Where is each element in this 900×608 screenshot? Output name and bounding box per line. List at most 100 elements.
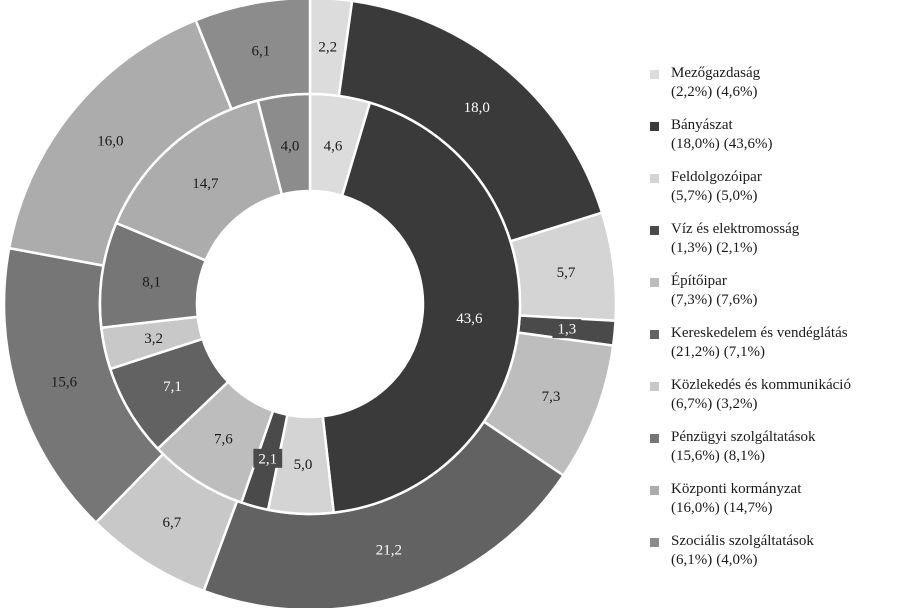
label-box: [313, 37, 343, 57]
legend-percentages: (21,2%) (7,1%): [671, 343, 900, 362]
legend-inner-percent: (5,0%): [716, 188, 758, 204]
legend-item: Kereskedelem és vendéglátás (21,2%) (7,1%): [650, 324, 900, 376]
legend: Mezőgazdaság (2,2%) (4,6%) Bányászat (18,0%)…: [650, 64, 900, 584]
label-box: [552, 319, 582, 339]
label-box: [158, 376, 187, 396]
legend-label: Kereskedelem és vendéglátás: [671, 325, 848, 341]
label-box: [45, 372, 83, 392]
legend-inner-percent: (8,1%): [723, 448, 765, 464]
outer-label-2: 18,0: [458, 97, 496, 117]
legend-item: Mezőgazdaság (2,2%) (4,6%): [650, 64, 900, 116]
label-text: 16,0: [97, 134, 123, 150]
legend-inner-percent: (2,1%): [716, 240, 758, 256]
legend-percentages: (7,3%) (7,6%): [671, 291, 900, 310]
legend-percentages: (2,2%) (4,6%): [671, 83, 900, 102]
legend-swatch: [650, 122, 659, 131]
donut-chart: 2,2 18,0 5,7 1,3 7,3 21,2 6,7 15,6 16,0 6,1 4,6 43,…: [2, 0, 618, 608]
outer-label-9: 16,0: [92, 131, 129, 151]
outer-label-10: 6,1: [246, 41, 276, 61]
legend-outer-percent: (7,3%): [671, 292, 713, 308]
label-box: [318, 136, 348, 156]
label-text: 18,0: [464, 100, 490, 116]
label-box: [451, 308, 488, 328]
legend-inner-percent: (4,0%): [716, 552, 758, 568]
outer-label-6: 21,2: [370, 540, 408, 560]
outer-label-7: 6,7: [157, 512, 187, 532]
legend-item: Feldolgozóipar (5,7%) (5,0%): [650, 168, 900, 220]
label-text: 8,1: [142, 274, 161, 290]
inner-label-3: 5,0: [288, 454, 318, 474]
label-text: 15,6: [51, 375, 78, 391]
label-text: 2,2: [318, 40, 337, 56]
inner-label-5: 7,6: [209, 429, 238, 449]
legend-label: Közlekedés és kommunikáció: [671, 377, 851, 393]
legend-item: Szociális szolgáltatások (6,1%) (4,0%): [650, 532, 900, 584]
legend-swatch: [650, 278, 659, 287]
legend-outer-percent: (21,2%): [671, 344, 720, 360]
label-box: [137, 271, 166, 291]
legend-swatch: [650, 382, 659, 391]
label-text: 7,6: [214, 432, 233, 448]
legend-swatch: [650, 330, 659, 339]
outer-label-5: 7,3: [536, 386, 566, 406]
label-text: 6,7: [163, 515, 182, 531]
legend-inner-percent: (43,6%): [723, 136, 773, 152]
label-box: [370, 540, 408, 560]
label-box: [92, 131, 129, 151]
label-text: 21,2: [376, 543, 402, 559]
label-text: 1,3: [557, 322, 576, 338]
legend-label: Feldolgozóipar: [671, 169, 762, 185]
inner-label-4: 2,1: [253, 448, 283, 468]
outer-label-8: 15,6: [45, 372, 83, 392]
legend-swatch: [650, 174, 659, 183]
legend-outer-percent: (15,6%): [671, 448, 720, 464]
legend-outer-percent: (2,2%): [671, 84, 713, 100]
legend-item: Pénzügyi szolgáltatások (15,6%) (8,1%): [650, 428, 900, 480]
legend-swatch: [650, 486, 659, 495]
inner-label-6: 7,1: [158, 376, 187, 396]
legend-outer-percent: (1,3%): [671, 240, 713, 256]
legend-item: Közlekedés és kommunikáció (6,7%) (3,2%): [650, 376, 900, 428]
label-text: 4,0: [281, 138, 300, 154]
legend-swatch: [650, 434, 659, 443]
label-text: 6,1: [252, 44, 271, 60]
label-box: [209, 429, 238, 449]
label-text: 7,3: [542, 389, 561, 405]
outer-label-4: 1,3: [552, 319, 582, 339]
label-box: [253, 448, 283, 468]
outer-ring: [2, 0, 618, 608]
inner-label-9: 14,7: [187, 173, 224, 193]
legend-swatch: [650, 538, 659, 547]
label-text: 5,0: [294, 457, 313, 473]
label-box: [275, 135, 305, 155]
label-text: 4,6: [324, 139, 343, 155]
legend-label: Szociális szolgáltatások: [671, 533, 814, 549]
legend-outer-percent: (5,7%): [671, 188, 713, 204]
label-text: 5,7: [557, 265, 576, 281]
legend-outer-percent: (6,7%): [671, 396, 713, 412]
legend-item: Víz és elektromosság (1,3%) (2,1%): [650, 220, 900, 272]
legend-label: Építőipar: [671, 273, 727, 289]
legend-item: Központi kormányzat (16,0%) (14,7%): [650, 480, 900, 532]
legend-label: Pénzügyi szolgáltatások: [671, 429, 816, 445]
legend-label: Víz és elektromosság: [671, 221, 800, 237]
inner-label-7: 3,2: [139, 328, 169, 348]
legend-percentages: (18,0%) (43,6%): [671, 135, 900, 154]
legend-inner-percent: (14,7%): [723, 500, 773, 516]
legend-item: Építőipar (7,3%) (7,6%): [650, 272, 900, 324]
label-text: 14,7: [192, 176, 219, 192]
inner-slice-2: [321, 101, 522, 515]
legend-outer-percent: (16,0%): [671, 500, 720, 516]
label-text: 7,1: [163, 379, 182, 395]
label-box: [187, 173, 224, 193]
center-hole: [198, 192, 422, 416]
legend-inner-percent: (7,6%): [716, 292, 758, 308]
legend-percentages: (5,7%) (5,0%): [671, 187, 900, 206]
legend-swatch: [650, 226, 659, 235]
label-box: [458, 97, 496, 117]
legend-label: Mezőgazdaság: [671, 65, 761, 81]
label-box: [536, 386, 566, 406]
outer-label-3: 5,7: [551, 262, 581, 282]
legend-swatch: [650, 70, 659, 79]
legend-label: Központi kormányzat: [671, 481, 802, 497]
